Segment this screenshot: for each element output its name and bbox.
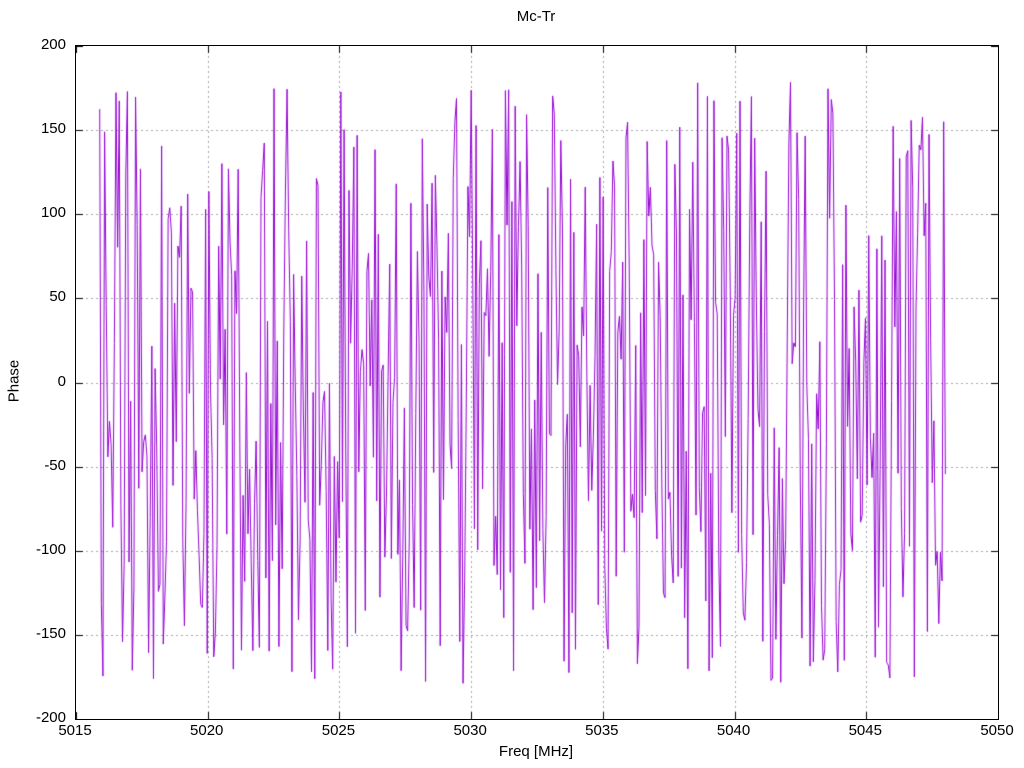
x-tick-label: 5040 (716, 722, 751, 739)
x-tick-label: 5015 (58, 722, 92, 739)
y-tick-label: -100 (35, 540, 66, 558)
chart-title: Mc-Tr (516, 8, 556, 25)
x-axis-label: Freq [MHz] (498, 743, 574, 760)
y-tick-label: 50 (49, 288, 66, 306)
x-tick-label: 5050 (980, 722, 1014, 739)
x-tick-label: 5030 (453, 722, 487, 739)
y-tick-label: 100 (40, 204, 66, 222)
y-tick-label: -200 (35, 709, 66, 726)
plot-area (75, 45, 999, 720)
plot-canvas (76, 46, 998, 719)
y-tick-label: 0 (57, 372, 66, 390)
y-tick-label: 200 (40, 36, 66, 53)
y-tick-label: 150 (40, 120, 66, 138)
x-tick-label: 5020 (190, 722, 224, 739)
x-tick-label: 5035 (585, 722, 619, 739)
y-tick-label: -50 (44, 456, 66, 474)
y-tick-label: -150 (35, 624, 66, 642)
x-tick-label: 5045 (848, 722, 882, 739)
x-tick-label: 5025 (321, 722, 356, 739)
